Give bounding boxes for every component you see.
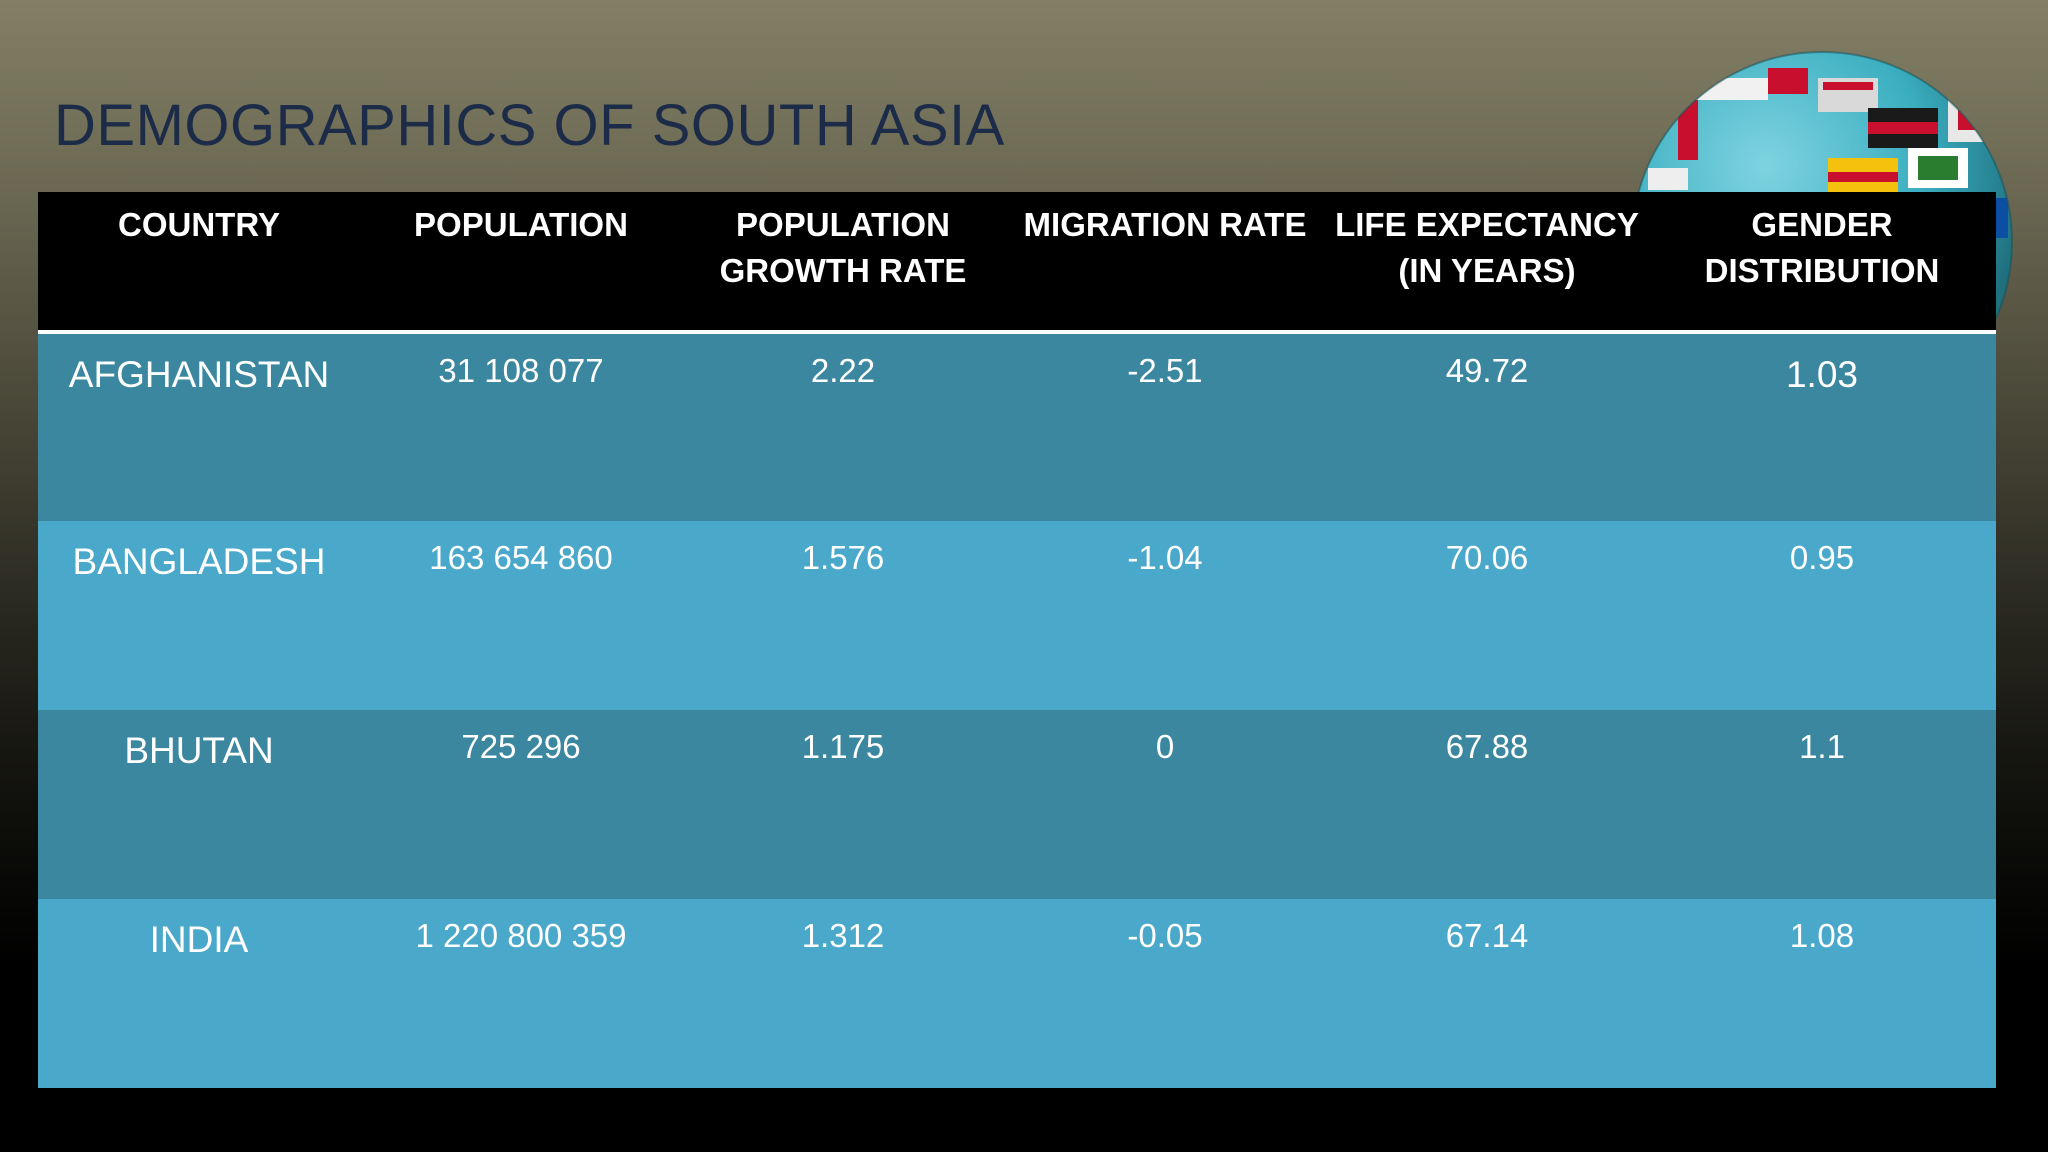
gender-distribution-cell: 0.95 xyxy=(1789,539,1855,576)
header-line: MIGRATION RATE xyxy=(1023,206,1307,243)
migration-rate-cell: -1.04 xyxy=(1127,539,1203,576)
country-cell: BANGLADESH xyxy=(72,541,326,582)
country-cell: AFGHANISTAN xyxy=(68,354,330,395)
table-row: BANGLADESH 163 654 860 1.576 -1.04 70.06… xyxy=(38,521,1996,710)
migration-rate-cell: -0.05 xyxy=(1127,917,1203,954)
header-country: COUNTRY xyxy=(38,192,360,334)
slide-title: DEMOGRAPHICS OF SOUTH ASIA xyxy=(54,93,1005,158)
country-cell: INDIA xyxy=(149,919,249,960)
population-cell: 725 296 xyxy=(461,728,581,765)
population-cell: 1 220 800 359 xyxy=(415,917,627,954)
population-cell: 163 654 860 xyxy=(429,539,613,576)
population-cell: 31 108 077 xyxy=(438,352,604,389)
header-gender-distribution: GENDER DISTRIBUTION xyxy=(1648,192,1996,334)
header-line: POPULATION xyxy=(414,206,628,243)
growth-rate-cell: 2.22 xyxy=(810,352,876,389)
migration-rate-cell: -2.51 xyxy=(1127,352,1203,389)
header-line: GENDER xyxy=(1751,206,1893,243)
table-row: INDIA 1 220 800 359 1.312 -0.05 67.14 1.… xyxy=(38,899,1996,1088)
life-expectancy-cell: 67.14 xyxy=(1445,917,1529,954)
header-line: LIFE EXPECTANCY xyxy=(1335,206,1639,243)
life-expectancy-cell: 70.06 xyxy=(1445,539,1529,576)
header-life-expectancy: LIFE EXPECTANCY (IN YEARS) xyxy=(1326,192,1648,334)
gender-distribution-cell: 1.03 xyxy=(1785,354,1858,395)
header-population-growth-rate: POPULATION GROWTH RATE xyxy=(682,192,1004,334)
growth-rate-cell: 1.576 xyxy=(801,539,885,576)
table-row: AFGHANISTAN 31 108 077 2.22 -2.51 49.72 … xyxy=(38,332,1996,521)
header-line: (IN YEARS) xyxy=(1398,252,1576,289)
header-line: DISTRIBUTION xyxy=(1704,252,1940,289)
header-line: COUNTRY xyxy=(118,206,280,243)
life-expectancy-cell: 49.72 xyxy=(1445,352,1529,389)
country-cell: BHUTAN xyxy=(124,730,274,771)
growth-rate-cell: 1.312 xyxy=(801,917,885,954)
header-line: POPULATION xyxy=(736,206,950,243)
header-migration-rate: MIGRATION RATE xyxy=(1004,192,1326,334)
growth-rate-cell: 1.175 xyxy=(801,728,885,765)
gender-distribution-cell: 1.1 xyxy=(1799,728,1845,765)
gender-distribution-cell: 1.08 xyxy=(1789,917,1855,954)
table-row: BHUTAN 725 296 1.175 0 67.88 1.1 xyxy=(38,710,1996,899)
table-header-row: COUNTRY POPULATION POPULATION GROWTH RAT… xyxy=(38,192,1996,334)
header-population: POPULATION xyxy=(360,192,682,334)
demographics-table: COUNTRY POPULATION POPULATION GROWTH RAT… xyxy=(38,192,1996,1088)
header-line: GROWTH RATE xyxy=(719,252,967,289)
demographics-table-wrapper: COUNTRY POPULATION POPULATION GROWTH RAT… xyxy=(38,192,1996,1088)
life-expectancy-cell: 67.88 xyxy=(1445,728,1529,765)
migration-rate-cell: 0 xyxy=(1155,728,1175,765)
